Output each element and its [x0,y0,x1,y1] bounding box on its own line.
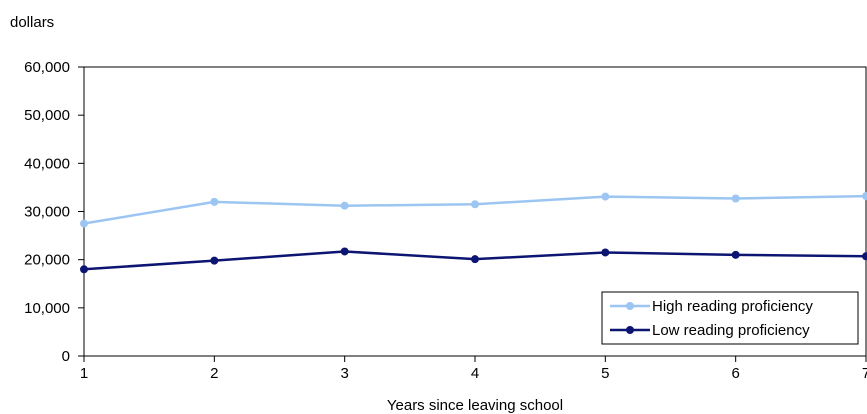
data-point [210,256,219,265]
legend-label: Low reading proficiency [652,322,810,339]
y-tick-label: 40,000 [24,155,70,172]
x-tick-label: 1 [80,365,88,382]
data-point [471,255,479,264]
y-axis: 0 10,000 20,000 30,000 40,000 50,000 60,000 [24,59,84,365]
data-point [601,192,610,201]
data-point [731,250,740,259]
legend: High reading proficiency Low reading prof… [601,291,859,345]
x-tick-label: 2 [210,365,218,382]
data-point [862,252,867,261]
x-axis: 1 2 3 4 5 6 7 [80,356,867,382]
data-point [601,248,610,257]
data-point [210,197,219,206]
data-point [862,192,867,201]
y-tick-label: 20,000 [24,252,70,269]
data-point [340,247,349,256]
x-tick-label: 5 [601,365,609,382]
data-point [471,200,479,209]
y-tick-label: 50,000 [24,107,70,124]
data-point [731,194,740,203]
y-tick-label: 60,000 [24,59,70,76]
x-tick-label: 7 [862,365,867,382]
series-line [83,194,867,225]
y-axis-title: dollars [10,14,54,31]
legend-label: High reading proficiency [652,298,813,315]
y-tick-label: 10,000 [24,300,70,317]
series-low-reading-proficiency [80,247,867,274]
x-tick-label: 3 [340,365,348,382]
legend-swatch-marker [626,302,634,310]
y-tick-label: 0 [62,348,70,365]
data-point [80,265,88,274]
y-tick-label: 30,000 [24,204,70,221]
x-tick-label: 6 [731,365,739,382]
series-layer [80,192,867,274]
legend-box [601,291,859,345]
legend-swatch-marker [626,326,634,334]
series-high-reading-proficiency [80,192,867,228]
x-axis-title: Years since leaving school [387,397,563,414]
x-tick-label: 4 [471,365,479,382]
data-point [80,219,88,228]
data-point [340,201,349,210]
